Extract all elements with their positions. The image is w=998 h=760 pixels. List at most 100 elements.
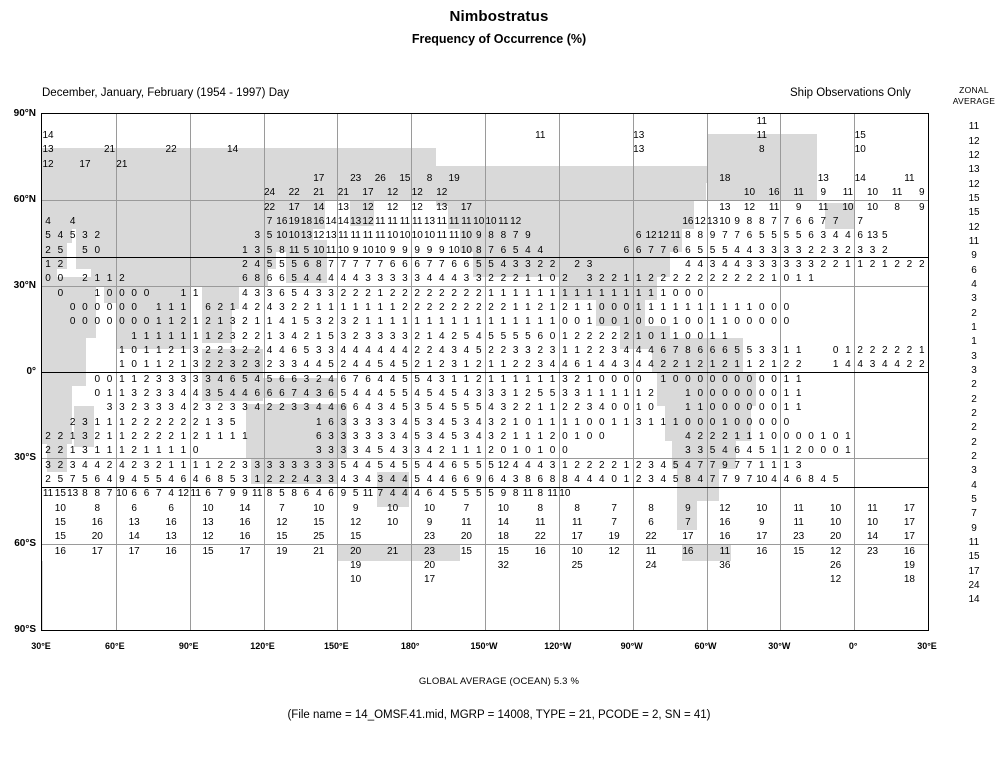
grid-cell-value: 1 [525,301,531,313]
grid-cell-value: 3 [279,330,285,342]
grid-cell-value: 0 [734,373,740,385]
grid-cell-value: 12 [927,131,928,141]
grid-cell-value: 8 [537,502,544,514]
landmass [652,337,744,372]
grid-cell-value: 16 [239,516,251,528]
grid-cell-value: 0 [709,373,716,385]
grid-cell-value: 10 [399,230,411,242]
grid-cell-value: 12 [411,187,423,199]
grid-cell-value: 4 [57,230,64,242]
zone-boundary-line [42,487,928,488]
grid-cell-value: 0 [69,316,76,328]
grid-cell-value: 11 [535,516,546,528]
grid-cell-value: 2 [451,301,457,313]
grid-cell-value: 19 [448,172,460,184]
grid-cell-value: 0 [697,373,704,385]
grid-cell-value: 4 [463,344,470,356]
grid-cell-value: 1 [562,287,568,299]
grid-cell-value: 5 [57,473,64,485]
grid-cell-value: 3 [340,445,347,457]
grid-cell-value: 6 [697,344,704,356]
grid-cell-value: 0 [94,387,101,399]
grid-cell-value: 0 [697,316,704,328]
map-panel[interactable]: 1111141113111512156151413212214138101381… [41,113,929,631]
grid-cell-value: 15 [793,545,805,557]
landmass [251,458,338,484]
zonal-average-header: ZONAL AVERAGE [950,85,998,107]
grid-cell-value: 26 [374,172,386,184]
grid-cell-value: 2 [242,359,248,371]
grid-cell-value: 11 [448,230,460,242]
grid-cell-value: 5 [758,230,765,242]
grid-cell-value: 1 [352,301,359,313]
grid-cell-value: 4 [500,258,507,270]
grid-cell-value: 14 [497,516,509,528]
grid-cell-value: 11 [375,230,386,242]
grid-cell-value: 1 [845,445,851,457]
grid-cell-value: 3 [315,445,322,457]
grid-cell-value: 1 [180,287,187,299]
grid-cell-value: 4 [340,473,347,485]
grid-cell-value: 1 [192,287,199,299]
grid-cell-value: 16 [682,215,694,227]
grid-cell-value: 7 [648,244,654,256]
grid-cell-value: 1 [845,344,851,356]
grid-cell-value: 3 [574,387,580,399]
grid-cell-value: 21 [337,187,349,199]
grid-cell-value: 4 [106,473,113,485]
grid-cell-value: 3 [328,459,334,471]
grid-cell-value: 3 [783,244,790,256]
grid-cell-value: 6 [205,488,211,500]
grid-cell-value: 9 [352,502,359,514]
grid-cell-value: 4 [266,344,273,356]
grid-cell-value: 1 [734,430,740,442]
grid-cell-value: 11 [387,215,398,227]
grid-cell-value: 3 [389,430,396,442]
grid-cell-value: 1 [783,445,790,457]
grid-cell-value: 8 [512,488,519,500]
landmass [73,406,94,447]
grid-cell-value: 5 [402,402,408,414]
grid-cell-value: 3 [168,373,174,385]
grid-cell-value: 2 [906,344,913,356]
grid-cell-value: 4 [439,430,445,442]
grid-cell-value: 13 [128,516,140,528]
grid-cell-value: 1 [537,430,544,442]
grid-cell-value: 13 [719,201,731,213]
zonal-average-value: 12 [968,178,980,190]
grid-cell-value: 1 [315,416,322,428]
grid-cell-value: 3 [229,359,236,371]
grid-cell-value: 15 [54,488,66,500]
grid-cell-value: 3 [488,430,494,442]
grid-cell-value: 11 [338,230,349,242]
grid-cell-value: 1 [512,445,519,457]
grid-cell-value: 9 [820,187,827,199]
grid-cell-value: 4 [303,473,310,485]
grid-cell-value: 3 [488,387,494,399]
grid-cell-value: 4 [697,473,704,485]
grid-cell-value: 20 [460,531,472,543]
grid-cell-value: 0 [131,301,137,313]
grid-cell-value: 10 [448,244,460,256]
grid-cell-value: 4 [402,473,408,485]
grid-cell-value: 6 [303,258,310,270]
grid-cell-value: 10 [116,488,128,500]
grid-cell-value: 2 [488,273,494,285]
grid-cell-value: 6 [500,244,507,256]
grid-cell-value: 0 [685,330,691,342]
grid-cell-value: 3 [156,373,162,385]
grid-cell-value: 2 [599,273,605,285]
source-label: Ship Observations Only [790,87,911,99]
map-canvas[interactable]: 1111141113111512156151413212214138101381… [42,114,928,630]
grid-cell-value: 1 [537,316,544,328]
grid-cell-value: 4 [475,430,482,442]
grid-cell-value: 1 [205,430,211,442]
grid-cell-value: 5 [229,416,236,428]
grid-cell-value: 1 [94,273,101,285]
grid-cell-value: 2 [69,416,76,428]
grid-cell-value: 0 [660,316,667,328]
grid-cell-value: 1 [648,416,654,428]
grid-cell-value: 15 [54,516,66,528]
grid-cell-value: 3 [463,416,470,428]
grid-cell-value: 1 [820,430,827,442]
